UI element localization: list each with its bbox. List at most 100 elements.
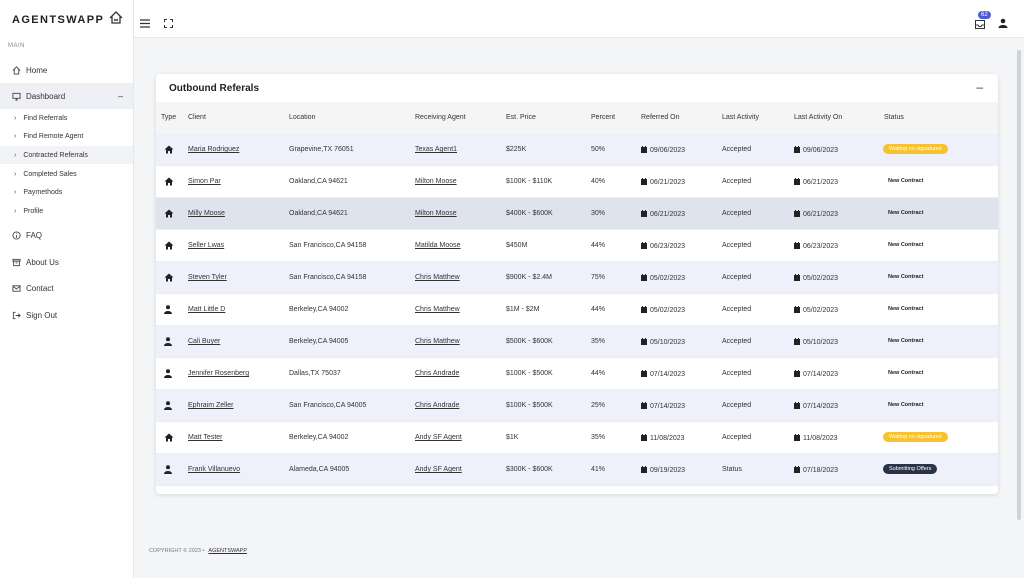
- sidebar-subitem-profile[interactable]: › Profile: [0, 202, 133, 220]
- calendar-icon: [641, 466, 647, 475]
- price-cell: $100K - $500K: [506, 370, 553, 377]
- archive-icon: [10, 258, 22, 267]
- calendar-icon: [794, 434, 800, 443]
- agent-link[interactable]: Texas Agent1: [415, 146, 458, 153]
- agent-link[interactable]: Chris Andrade: [415, 370, 460, 377]
- status-badge: New Contract: [888, 338, 924, 344]
- person-icon: [164, 305, 172, 314]
- fullscreen-icon[interactable]: [164, 15, 173, 33]
- table-row: Milly Moose Oakland,CA 94621 Milton Moose $…: [156, 198, 998, 230]
- home-icon: [10, 65, 22, 75]
- referred-on-cell: 05/02/2023: [641, 306, 685, 315]
- footer-brand-link[interactable]: AGENTSWAPP: [208, 548, 248, 554]
- calendar-icon: [641, 306, 647, 315]
- last-activity-on-date: 09/06/2023: [803, 147, 839, 154]
- agent-link[interactable]: Chris Andrade: [415, 402, 460, 409]
- status-badge: New Contract: [888, 370, 924, 376]
- sidebar-item-label: FAQ: [26, 230, 43, 240]
- client-link[interactable]: Simon Par: [188, 178, 221, 185]
- info-circle-icon: [10, 230, 22, 240]
- agent-link[interactable]: Andy SF Agent: [415, 434, 462, 441]
- header-referred-on: Referred On: [641, 114, 680, 121]
- client-link[interactable]: Frank Villanuevo: [188, 466, 241, 473]
- referred-on-date: 06/21/2023: [650, 211, 686, 218]
- sign-out-icon: [10, 311, 22, 320]
- sidebar-item-about[interactable]: About Us: [0, 249, 133, 275]
- referred-on-date: 06/23/2023: [650, 243, 686, 250]
- menu-icon[interactable]: [140, 15, 150, 33]
- house-icon: [164, 241, 174, 250]
- person-icon: [164, 401, 172, 410]
- agent-link[interactable]: Chris Matthew: [415, 338, 460, 345]
- sidebar-subitem-completed-sales[interactable]: › Completed Sales: [0, 165, 133, 183]
- price-cell: $900K - $2.4M: [506, 274, 552, 281]
- sidebar-item-label: About Us: [26, 257, 59, 267]
- agent-link[interactable]: Andy SF Agent: [415, 466, 462, 473]
- last-activity-on-cell: 05/02/2023: [794, 274, 838, 283]
- agent-link[interactable]: Milton Moose: [415, 178, 457, 185]
- sidebar-subitem-label: Completed Sales: [23, 170, 77, 178]
- agent-link[interactable]: Matilda Moose: [415, 242, 461, 249]
- last-activity-cell: Accepted: [722, 210, 752, 217]
- client-link[interactable]: Cali Buyer: [188, 338, 221, 345]
- agent-link[interactable]: Chris Matthew: [415, 274, 460, 281]
- referred-on-date: 05/02/2023: [650, 307, 686, 314]
- page-scrollbar[interactable]: [1017, 50, 1021, 520]
- house-icon: [164, 145, 174, 154]
- sidebar-item-faq[interactable]: FAQ: [0, 222, 133, 248]
- agent-link[interactable]: Chris Matthew: [415, 306, 460, 313]
- house-icon: [164, 273, 174, 282]
- referred-on-cell: 06/21/2023: [641, 210, 685, 219]
- header-percent: Percent: [591, 114, 616, 121]
- location-cell: Dallas,TX 75037: [289, 370, 341, 377]
- last-activity-on-cell: 05/02/2023: [794, 306, 838, 315]
- sidebar-subitem-label: Find Referrals: [23, 114, 68, 122]
- location-cell: San Francisco,CA 94158: [289, 242, 367, 249]
- house-icon: [164, 209, 174, 218]
- table-row: Maria Rodriguez Grapevine,TX 76051 Texas A…: [156, 134, 998, 166]
- collapse-button[interactable]: –: [976, 80, 983, 94]
- agent-link[interactable]: Milton Moose: [415, 210, 457, 217]
- last-activity-on-date: 06/21/2023: [803, 179, 839, 186]
- user-avatar-icon[interactable]: [998, 15, 1008, 33]
- sidebar-subitem-find-remote-agent[interactable]: › Find Remote Agent: [0, 127, 133, 145]
- header-client: Client: [188, 114, 206, 121]
- client-link[interactable]: Ephraim Zeller: [188, 402, 234, 409]
- referred-on-cell: 09/19/2023: [641, 466, 685, 475]
- sidebar-subitem-paymethods[interactable]: › Paymethods: [0, 183, 133, 201]
- referred-on-cell: 06/23/2023: [641, 242, 685, 251]
- client-link[interactable]: Matt Little D: [188, 306, 226, 313]
- brand-logo[interactable]: AGENTSWAPP: [12, 10, 124, 30]
- client-link[interactable]: Milly Moose: [188, 210, 225, 217]
- client-link[interactable]: Seller Lwas: [188, 242, 225, 249]
- status-badge: Waiting on signatures: [883, 432, 948, 442]
- calendar-icon: [794, 370, 800, 379]
- table-row: Jennifer Rosenberg Dallas,TX 75037 Chris A…: [156, 358, 998, 390]
- header-status: Status: [884, 114, 904, 121]
- last-activity-on-cell: 11/08/2023: [794, 434, 838, 443]
- last-activity-on-cell: 09/06/2023: [794, 146, 838, 155]
- calendar-icon: [794, 178, 800, 187]
- notification-badge: 62: [978, 11, 991, 19]
- last-activity-cell: Accepted: [722, 146, 752, 153]
- client-link[interactable]: Jennifer Rosenberg: [188, 370, 250, 377]
- location-cell: San Francisco,CA 94005: [289, 402, 367, 409]
- sidebar-item-signout[interactable]: Sign Out: [0, 302, 133, 328]
- location-cell: Oakland,CA 94621: [289, 178, 348, 185]
- sidebar-item-home[interactable]: Home: [0, 57, 133, 83]
- client-link[interactable]: Steven Tyler: [188, 274, 227, 281]
- client-link[interactable]: Maria Rodriguez: [188, 146, 240, 153]
- sidebar-item-label: Home: [26, 65, 48, 75]
- client-link[interactable]: Matt Tester: [188, 434, 223, 441]
- sidebar-item-dashboard[interactable]: Dashboard –: [0, 83, 133, 109]
- topbar: [134, 0, 1024, 38]
- referred-on-date: 05/02/2023: [650, 275, 686, 282]
- referred-on-date: 07/14/2023: [650, 403, 686, 410]
- sidebar-item-contact[interactable]: Contact: [0, 275, 133, 301]
- inbox-icon[interactable]: [975, 16, 985, 34]
- sidebar-subitem-contracted-referrals[interactable]: › Contracted Referrals: [0, 146, 133, 164]
- percent-cell: 44%: [591, 306, 606, 313]
- price-cell: $450M: [506, 242, 528, 249]
- header-last-activity: Last Activity: [722, 114, 759, 121]
- sidebar-subitem-find-referrals[interactable]: › Find Referrals: [0, 109, 133, 127]
